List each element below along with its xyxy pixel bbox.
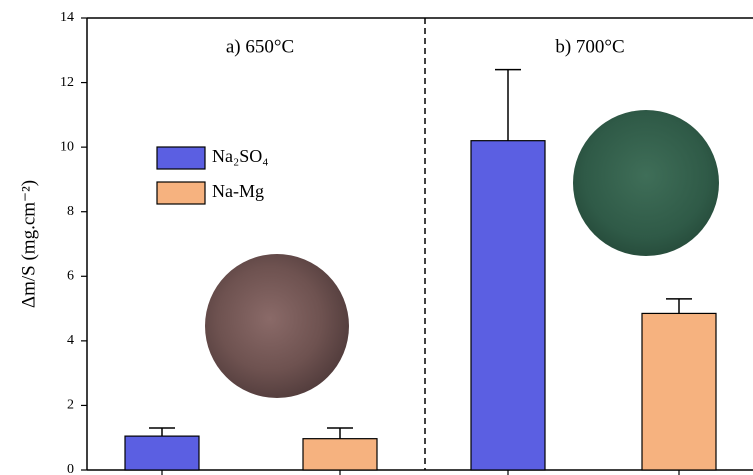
y-tick-label: 6 [67, 269, 74, 284]
y-tick-label: 4 [67, 333, 74, 348]
bar [125, 436, 199, 470]
bar [642, 313, 716, 470]
y-tick-label: 8 [67, 204, 74, 219]
legend-label: Na₂SO₄ [212, 146, 269, 166]
sample-photo [205, 254, 349, 398]
bar [471, 141, 545, 470]
sample-photo [573, 110, 719, 256]
y-tick-label: 12 [60, 75, 74, 90]
panel-label: a) 650°C [226, 36, 294, 57]
legend-swatch [157, 147, 205, 169]
y-tick-label: 2 [67, 398, 74, 413]
y-axis-label: Δm/S (mg.cm⁻²) [18, 180, 39, 308]
y-tick-label: 10 [60, 139, 74, 154]
y-tick-label: 14 [60, 10, 74, 25]
legend-swatch [157, 182, 205, 204]
panel-label: b) 700°C [555, 36, 624, 57]
bar [303, 439, 377, 470]
chart: Δm/S (mg.cm⁻²) a) 650°C b) 700°C 0 2 4 6 8 10… [0, 0, 753, 475]
y-tick-label: 0 [67, 462, 74, 475]
legend-label: Na-Mg [212, 181, 264, 201]
